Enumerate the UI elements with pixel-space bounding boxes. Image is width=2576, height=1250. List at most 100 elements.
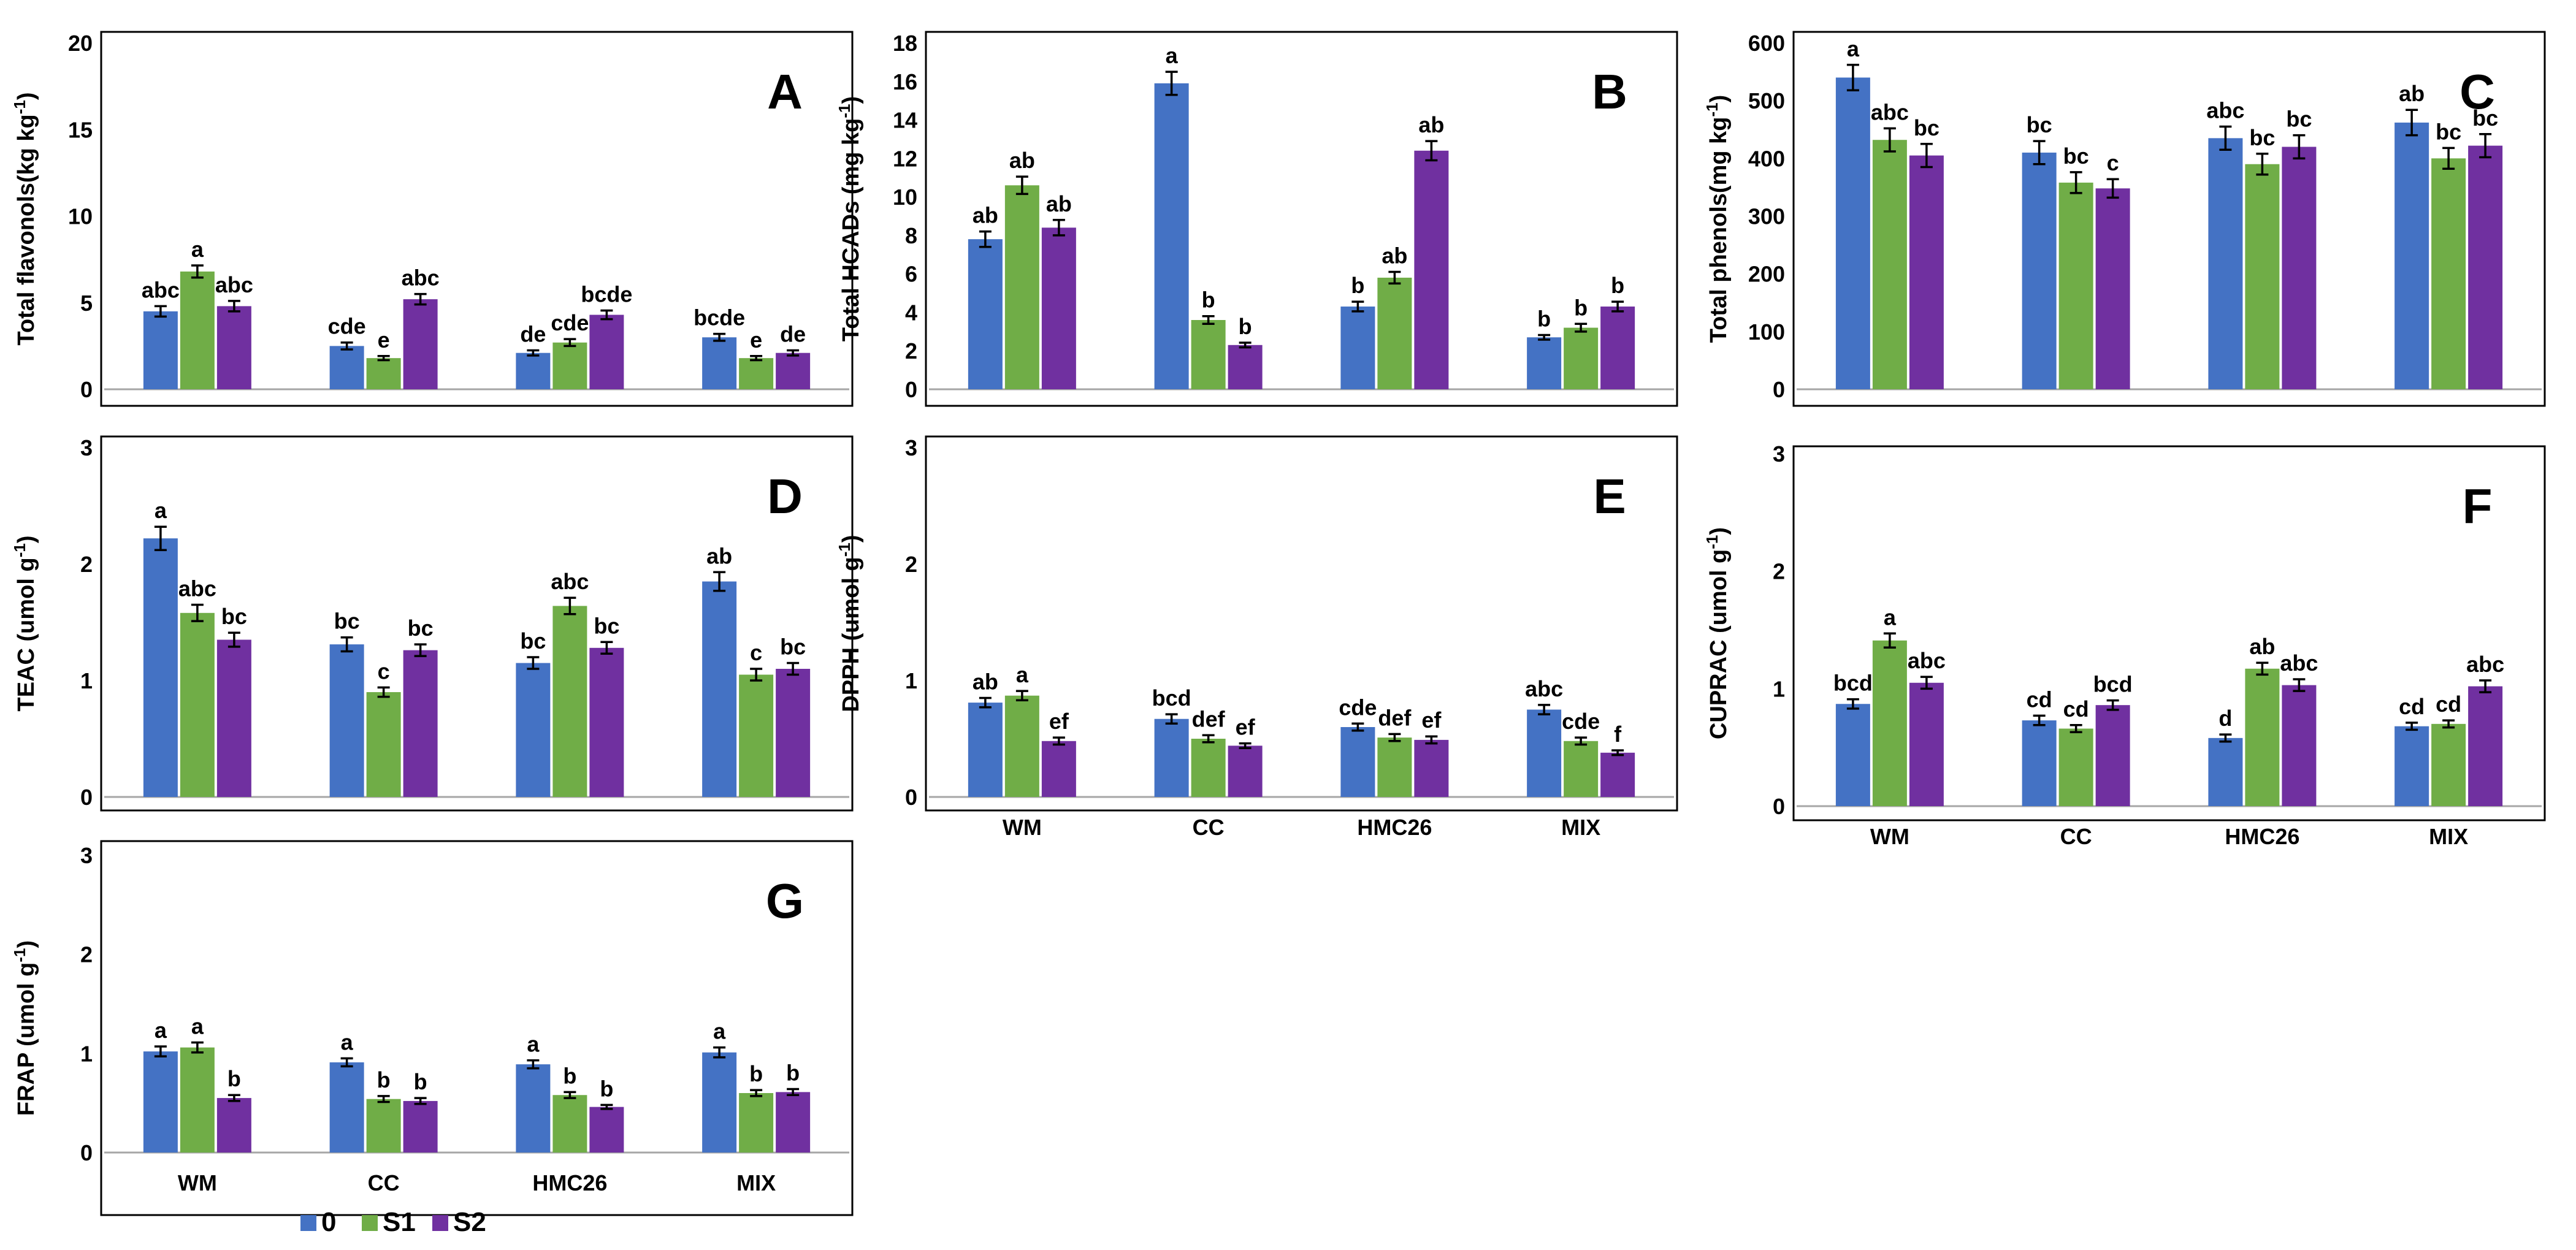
significance-letter: abc (215, 272, 253, 297)
y-tick-label: 15 (68, 117, 93, 142)
bar-hmc26-s2 (589, 314, 624, 389)
significance-letter: a (155, 1018, 167, 1043)
bar-hmc26-s2 (1414, 739, 1449, 797)
significance-letter: b (1574, 295, 1588, 320)
y-tick-label: 4 (905, 300, 917, 325)
panel-label: A (767, 64, 803, 119)
significance-letter: ab (1009, 148, 1035, 173)
y-tick-label: 400 (1748, 146, 1785, 171)
significance-letter: cd (2063, 696, 2089, 722)
x-tick-label: CC (2060, 824, 2092, 849)
y-tick-label: 600 (1748, 31, 1785, 56)
y-tick-label: 0 (1773, 377, 1785, 402)
bar-hmc26-s1 (2245, 668, 2280, 806)
panel-frame (925, 435, 1678, 812)
bar-wm-s1 (180, 1047, 215, 1153)
y-axis-label-exponent: -1 (10, 543, 29, 557)
bar-wm-0 (1835, 77, 1870, 389)
bar-mix-s2 (776, 1092, 811, 1153)
bar-hmc26-0 (516, 1064, 551, 1153)
y-tick-label: 16 (893, 69, 917, 94)
y-axis-label-text: FRAP (umol g (13, 962, 39, 1116)
bar-hmc26-0 (1340, 307, 1375, 389)
bar-mix-s1 (739, 674, 774, 797)
y-tick-label: 5 (80, 291, 93, 316)
significance-letter: b (563, 1063, 576, 1088)
bar-cc-s2 (2095, 705, 2130, 806)
panel-frame (1792, 31, 2546, 407)
bar-cc-0 (2022, 152, 2057, 389)
significance-letter: a (1166, 43, 1179, 68)
y-axis-label-text: CUPRAC (umol g (1706, 549, 1732, 739)
significance-letter: cde (1339, 695, 1377, 720)
significance-letter: bc (221, 604, 247, 629)
significance-letter: bcd (1833, 671, 1873, 696)
bar-hmc26-s1 (1377, 737, 1412, 797)
bar-mix-0 (702, 1052, 737, 1153)
significance-letter: bc (594, 613, 619, 638)
bar-cc-s1 (1191, 320, 1226, 389)
x-tick-label: WM (178, 1170, 217, 1195)
bar-mix-s2 (2468, 145, 2503, 389)
panel-label: C (2459, 64, 2495, 119)
y-axis-label-text: DPPH (umol g (838, 557, 864, 712)
significance-letter: cd (2399, 694, 2425, 719)
legend-swatch (432, 1215, 448, 1231)
significance-letter: e (378, 327, 390, 353)
significance-letter: bc (2436, 119, 2461, 144)
y-tick-label: 3 (80, 843, 93, 868)
y-tick-label: 10 (68, 204, 93, 229)
x-tick-label: CC (1193, 815, 1225, 840)
x-tick-label: MIX (1561, 815, 1600, 840)
significance-letter: d (2219, 706, 2232, 731)
significance-letter: a (341, 1029, 354, 1054)
bar-hmc26-s2 (2282, 685, 2317, 806)
significance-letter: cd (2436, 692, 2461, 717)
bar-hmc26-0 (516, 353, 551, 389)
significance-letter: cd (2027, 687, 2052, 712)
significance-letter: bc (2286, 107, 2312, 132)
bar-wm-s2 (1041, 741, 1076, 797)
bar-mix-0 (1527, 709, 1562, 797)
panel-label: B (1592, 64, 1627, 119)
significance-letter: abc (2466, 652, 2504, 677)
y-axis-label-close: ) (1706, 527, 1732, 535)
significance-letter: def (1378, 705, 1412, 730)
panel-frame (1792, 445, 2546, 821)
y-tick-label: 200 (1748, 262, 1785, 287)
bar-wm-0 (143, 1051, 178, 1153)
significance-letter: abc (1871, 99, 1909, 124)
y-tick-label: 2 (1773, 559, 1785, 584)
bar-wm-0 (1835, 704, 1870, 806)
x-tick-label: MIX (736, 1170, 776, 1195)
bar-wm-s2 (216, 1098, 251, 1153)
y-axis-label: DPPH (umol g-1) (835, 535, 864, 712)
bar-hmc26-s1 (1377, 277, 1412, 389)
significance-letter: ab (973, 203, 998, 228)
y-tick-label: 0 (1773, 794, 1785, 819)
y-tick-label: 2 (905, 338, 917, 364)
significance-letter: a (155, 498, 167, 523)
bar-hmc26-0 (516, 663, 551, 797)
bar-hmc26-s2 (589, 647, 624, 797)
bar-wm-s2 (1041, 227, 1076, 389)
y-tick-label: 18 (893, 31, 917, 56)
bar-wm-s2 (216, 639, 251, 797)
significance-letter: a (1847, 36, 1860, 61)
bar-mix-s1 (1564, 327, 1599, 389)
y-tick-label: 8 (905, 223, 917, 248)
y-tick-label: 10 (893, 185, 917, 210)
significance-letter: abc (402, 265, 440, 291)
significance-letter: b (749, 1061, 763, 1086)
y-tick-label: 3 (80, 435, 93, 460)
significance-letter: b (786, 1061, 800, 1086)
x-tick-label: WM (1870, 824, 1909, 849)
significance-letter: cde (551, 310, 589, 335)
bar-hmc26-s1 (552, 342, 587, 389)
legend: 0 S1 S2 (300, 1207, 486, 1237)
significance-letter: cde (1562, 709, 1600, 734)
bar-cc-0 (329, 346, 364, 389)
y-axis-label-exponent: -1 (835, 543, 854, 557)
bar-hmc26-s2 (1414, 150, 1449, 389)
